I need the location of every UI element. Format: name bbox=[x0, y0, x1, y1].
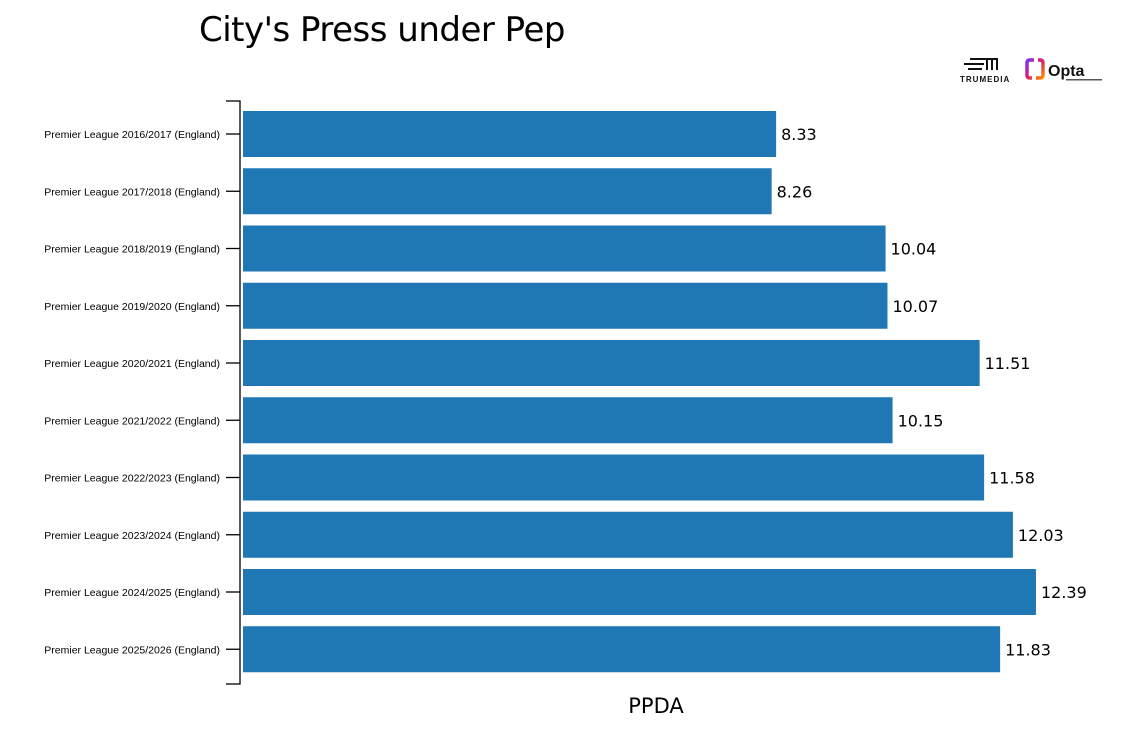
y-tick-label: Premier League 2024/2025 (England) bbox=[44, 587, 220, 599]
value-label: 10.15 bbox=[898, 411, 944, 430]
value-label: 12.03 bbox=[1018, 526, 1064, 545]
y-tick-label: Premier League 2020/2021 (England) bbox=[44, 358, 220, 370]
bar bbox=[243, 168, 772, 215]
y-tick-label: Premier League 2023/2024 (England) bbox=[44, 530, 220, 542]
y-tick-label: Premier League 2017/2018 (England) bbox=[44, 186, 220, 198]
value-label: 11.51 bbox=[985, 354, 1031, 373]
logos: TRUMEDIA Opta bbox=[960, 58, 1102, 84]
bar bbox=[243, 397, 893, 444]
opta-logo: Opta bbox=[1025, 58, 1102, 81]
bar bbox=[243, 340, 980, 386]
bar bbox=[243, 454, 985, 501]
y-tick-label: Premier League 2025/2026 (England) bbox=[44, 644, 220, 656]
bar bbox=[243, 511, 1013, 558]
value-label: 10.04 bbox=[891, 240, 937, 259]
value-label: 12.39 bbox=[1041, 583, 1087, 602]
y-tick-label: Premier League 2022/2023 (England) bbox=[44, 473, 220, 485]
value-label: 11.83 bbox=[1005, 640, 1051, 659]
bar bbox=[243, 626, 1001, 673]
bar bbox=[243, 111, 777, 157]
y-tick-label: Premier League 2019/2020 (England) bbox=[44, 301, 220, 313]
bar bbox=[243, 225, 886, 272]
value-label: 8.26 bbox=[777, 182, 813, 201]
x-axis-label: PPDA bbox=[628, 694, 684, 718]
bar bbox=[243, 282, 888, 329]
y-tick-label: Premier League 2016/2017 (England) bbox=[44, 129, 220, 141]
svg-text:TRUMEDIA: TRUMEDIA bbox=[960, 75, 1010, 84]
svg-text:Opta: Opta bbox=[1048, 63, 1085, 80]
bar bbox=[243, 569, 1036, 615]
value-label: 10.07 bbox=[892, 297, 938, 316]
trumedia-logo: TRUMEDIA bbox=[960, 58, 1010, 84]
chart-title: City's Press under Pep bbox=[199, 10, 565, 50]
value-label: 11.58 bbox=[989, 469, 1035, 488]
y-tick-label: Premier League 2021/2022 (England) bbox=[44, 415, 220, 427]
value-label: 8.33 bbox=[781, 125, 817, 144]
y-tick-label: Premier League 2018/2019 (England) bbox=[44, 244, 220, 256]
